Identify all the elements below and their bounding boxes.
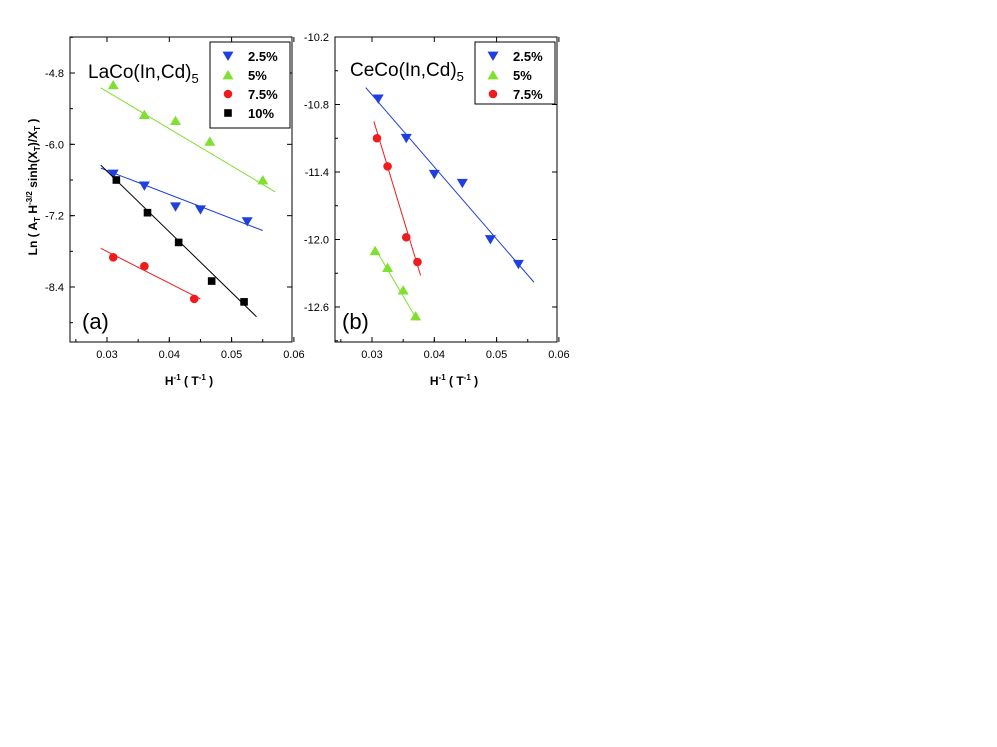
data-point-2.5% <box>372 94 384 104</box>
data-point-2.5% <box>170 202 182 212</box>
data-point-10% <box>112 176 121 184</box>
data-point-7.5% <box>108 252 118 262</box>
x-tick-label: 0.04 <box>424 349 445 361</box>
legend-marker-5% <box>222 70 234 80</box>
fit-line-5% <box>374 248 418 321</box>
legend-label: 7.5% <box>513 87 543 102</box>
legend-label: 10% <box>248 106 274 121</box>
y-tick-label: -12.6 <box>304 302 329 314</box>
data-point-7.5% <box>401 232 411 242</box>
plot-frame <box>334 36 558 343</box>
panel-tag: (a) <box>82 309 109 334</box>
plot-frame <box>69 36 293 343</box>
data-point-5% <box>257 175 269 185</box>
data-point-7.5% <box>383 162 392 171</box>
legend-marker-7.5% <box>223 89 233 99</box>
y-axis-label: Ln ( AT H-3/2 sinh(XT)/XT ) <box>25 119 42 256</box>
legend-box <box>209 41 291 129</box>
data-point-2.5% <box>107 169 119 180</box>
legend-label: 2.5% <box>513 49 543 64</box>
y-tick-label: -6.0 <box>45 139 64 151</box>
fit-line-7.5% <box>373 121 422 276</box>
y-tick-label: -7.2 <box>45 211 64 223</box>
legend-label: 5% <box>248 68 267 83</box>
x-tick-label: 0.04 <box>159 349 180 361</box>
x-tick-label: 0.03 <box>96 349 117 361</box>
data-point-5% <box>170 115 182 125</box>
legend-label: 2.5% <box>248 49 278 64</box>
data-point-10% <box>207 277 216 285</box>
panel-tag: (b) <box>342 309 369 334</box>
data-point-5% <box>369 245 381 256</box>
fit-line-5% <box>100 87 276 193</box>
data-point-2.5% <box>428 169 440 180</box>
data-point-5% <box>410 311 422 321</box>
chart-title: CeCo(In,Cd)5 <box>350 60 464 84</box>
y-tick-label: -10.8 <box>304 100 329 112</box>
fit-line-2.5% <box>100 167 263 231</box>
data-point-2.5% <box>400 133 412 144</box>
x-tick-label: 0.06 <box>283 349 304 361</box>
data-point-5% <box>107 79 119 90</box>
data-point-7.5% <box>140 261 149 271</box>
data-point-7.5% <box>372 133 382 143</box>
data-point-5% <box>397 285 409 295</box>
data-point-5% <box>138 109 150 120</box>
legend-marker-2.5% <box>487 51 499 61</box>
legend-marker-7.5% <box>488 89 498 99</box>
x-tick-label: 0.06 <box>548 349 569 361</box>
x-axis-label: H-1 ( T-1 ) <box>165 373 213 388</box>
legend-marker-2.5% <box>222 51 234 61</box>
data-point-2.5% <box>484 235 496 245</box>
data-point-7.5% <box>189 294 199 304</box>
legend-label: 5% <box>513 68 532 83</box>
data-point-2.5% <box>194 205 206 215</box>
data-point-2.5% <box>241 217 253 227</box>
y-tick-label: -12.0 <box>304 235 329 247</box>
fit-line-2.5% <box>365 87 535 283</box>
x-axis-label: H-1 ( T-1 ) <box>430 373 478 388</box>
data-point-10% <box>174 238 183 247</box>
chart-panel-b: 0.03 0.04 0.05 0.06 -12.6 -12.0 -11.4 -10.8 -10.… <box>304 32 570 388</box>
data-point-7.5% <box>413 257 422 267</box>
chart-panel-a: 0.03 0.04 0.05 0.06 -8.4 -7.2 -6.0 -4.8 H-1 ( T-… <box>45 36 305 388</box>
x-tick-label: 0.05 <box>221 349 242 361</box>
data-point-5% <box>382 262 394 273</box>
y-tick-label: -11.4 <box>305 167 329 179</box>
legend-marker-5% <box>487 70 499 80</box>
data-point-5% <box>204 136 216 146</box>
data-point-2.5% <box>138 181 150 191</box>
legend-marker-10% <box>224 109 232 117</box>
y-tick-label: -4.8 <box>45 68 64 80</box>
chart-title: LaCo(In,Cd)5 <box>88 62 199 86</box>
data-point-2.5% <box>512 259 524 270</box>
y-tick-label: -10.2 <box>304 32 329 44</box>
data-point-10% <box>240 298 248 306</box>
legend-label: 7.5% <box>248 87 278 102</box>
x-tick-label: 0.03 <box>361 349 382 361</box>
data-point-10% <box>143 208 152 217</box>
data-point-2.5% <box>456 178 468 189</box>
y-tick-label: -8.4 <box>45 282 64 294</box>
x-tick-label: 0.05 <box>486 349 507 361</box>
